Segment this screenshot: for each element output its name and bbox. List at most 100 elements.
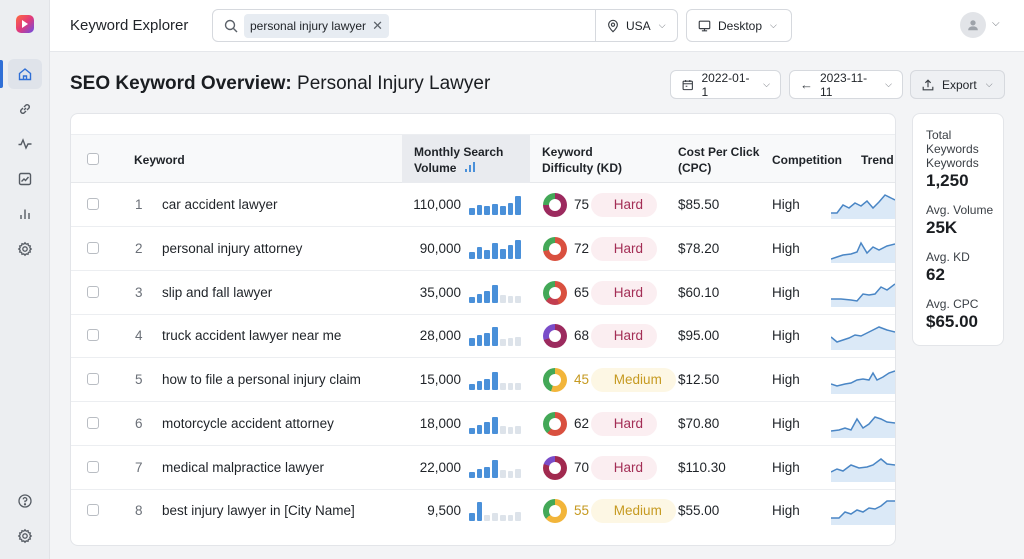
keyword-search-input[interactable]: personal injury lawyer ✕ USA ⌵ [212,9,678,42]
kd-badge: 00 Hard [591,193,658,217]
kd-label: Hard [613,328,644,343]
page-title: SEO Keyword Overview: Personal Injury La… [70,73,490,95]
user-menu-chevron-icon[interactable]: ⌵ [992,18,1000,29]
sidebar-item-links[interactable] [8,94,42,124]
upload-icon [922,78,934,90]
kd-value: 68 [574,328,590,343]
row-number: 8 [135,503,143,518]
keyword-text[interactable]: motorcycle accident attorney [162,416,334,431]
desktop-icon [698,20,711,31]
active-nav-indicator [0,60,3,88]
page-title-subject: Personal Injury Lawyer [291,73,491,94]
header-volume[interactable]: Monthly Search Volume [414,144,503,176]
row-checkbox[interactable] [87,461,99,473]
competition-value: High [772,372,800,387]
cpc-value: $12.50 [678,372,720,387]
competition-value: High [772,285,800,300]
trend-chart-icon [18,172,32,186]
header-competition[interactable]: Competition [772,153,842,167]
table-row[interactable]: 4 truck accident lawyer near me 28,000 0… [71,314,895,358]
sidebar-item-home[interactable] [8,59,42,89]
kd-label: Medium [613,503,662,518]
row-checkbox[interactable] [87,198,99,210]
sorted-column-highlight [402,135,530,183]
table-row[interactable]: 2 personal injury attorney 90,000 00 Har… [71,227,895,271]
sidebar-item-reports[interactable] [8,199,42,229]
table-row[interactable]: 8 best injury lawyer in [City Name] 9,50… [71,489,895,533]
kd-value: 62 [574,416,590,431]
keyword-text[interactable]: best injury lawyer in [City Name] [162,503,355,518]
volume-mini-bars [469,458,522,478]
row-checkbox[interactable] [87,286,99,298]
sort-bars-icon [464,162,475,172]
kd-label: Hard [613,241,644,256]
app-title: Keyword Explorer [70,17,189,34]
trend-sparkline [831,416,895,438]
row-number: 1 [135,197,143,212]
table-row[interactable]: 3 slip and fall lawyer 35,000 00 Hard 65… [71,271,895,315]
cpc-value: $70.80 [678,416,720,431]
cpc-value: $95.00 [678,328,720,343]
volume-mini-bars [469,239,522,259]
gear-icon [17,528,33,544]
app-logo-icon [16,15,34,33]
remove-chip-icon[interactable]: ✕ [372,18,383,33]
device-select[interactable]: Desktop ⌵ [686,9,792,42]
table-row[interactable]: 6 motorcycle accident attorney 18,000 00… [71,402,895,446]
keyword-text[interactable]: truck accident lawyer near me [162,328,342,343]
competition-value: High [772,241,800,256]
keyword-text[interactable]: medical malpractice lawyer [162,460,325,475]
trend-sparkline [831,500,895,525]
top-bar: Keyword Explorer personal injury lawyer … [50,0,1024,52]
table-row[interactable]: 5 how to file a personal injury claim 15… [71,358,895,402]
kd-value: 72 [574,241,590,256]
kd-badge: 00 Hard [591,324,658,348]
trend-sparkline [831,326,895,350]
sidebar-item-activity[interactable] [8,129,42,159]
table-row[interactable]: 1 car accident lawyer 110,000 00 Hard 75… [71,183,895,227]
header-cpc[interactable]: Cost Per Click (CPC) [678,144,759,176]
device-value: Desktop [718,18,763,33]
user-avatar[interactable] [960,12,986,38]
header-kd-line1: Keyword [542,145,593,159]
keyword-text[interactable]: slip and fall lawyer [162,285,273,300]
sidebar-item-trends[interactable] [8,164,42,194]
search-volume: 9,500 [427,503,461,518]
row-checkbox[interactable] [87,329,99,341]
kd-donut-icon [543,499,567,523]
volume-mini-bars [469,283,522,303]
keyword-text[interactable]: personal injury attorney [162,241,303,256]
table-row[interactable]: 7 medical malpractice lawyer 22,000 00 H… [71,446,895,490]
row-number: 5 [135,372,143,387]
chevron-down-icon: ⌵ [985,79,993,89]
competition-value: High [772,328,800,343]
row-checkbox[interactable] [87,504,99,516]
keyword-text[interactable]: car accident lawyer [162,197,278,212]
row-checkbox[interactable] [87,242,99,254]
sidebar-item-help[interactable] [8,486,42,516]
sidebar-item-bottom-settings[interactable] [8,521,42,551]
end-date-button[interactable]: ← 2023-11-11 ⌵ [789,70,903,99]
keyword-text[interactable]: how to file a personal injury claim [162,372,361,387]
search-chip-label: personal injury lawyer [250,19,367,33]
total-keywords-value: 1,250 [926,171,969,190]
search-volume: 110,000 [413,197,461,212]
header-volume-line1: Monthly Search [414,145,504,159]
header-cpc-line1: Cost Per Click [678,145,760,159]
select-all-checkbox[interactable] [87,153,99,165]
location-select[interactable]: USA ⌵ [595,10,679,41]
bar-chart-icon [20,209,30,219]
volume-mini-bars [469,501,522,521]
sidebar-item-settings[interactable] [8,234,42,264]
row-checkbox[interactable] [87,417,99,429]
header-keyword[interactable]: Keyword [134,153,185,167]
header-trend[interactable]: Trend [861,153,894,167]
export-button[interactable]: Export ⌵ [910,70,1005,99]
row-checkbox[interactable] [87,373,99,385]
trend-sparkline [831,283,895,307]
avg-volume-label: Avg. Volume [926,203,994,217]
header-cpc-line2: (CPC) [678,161,712,175]
start-date-button[interactable]: 2022-01-1 ⌵ [670,70,781,99]
home-icon [18,68,32,81]
header-kd[interactable]: Keyword Difficulty (KD) [542,144,622,176]
